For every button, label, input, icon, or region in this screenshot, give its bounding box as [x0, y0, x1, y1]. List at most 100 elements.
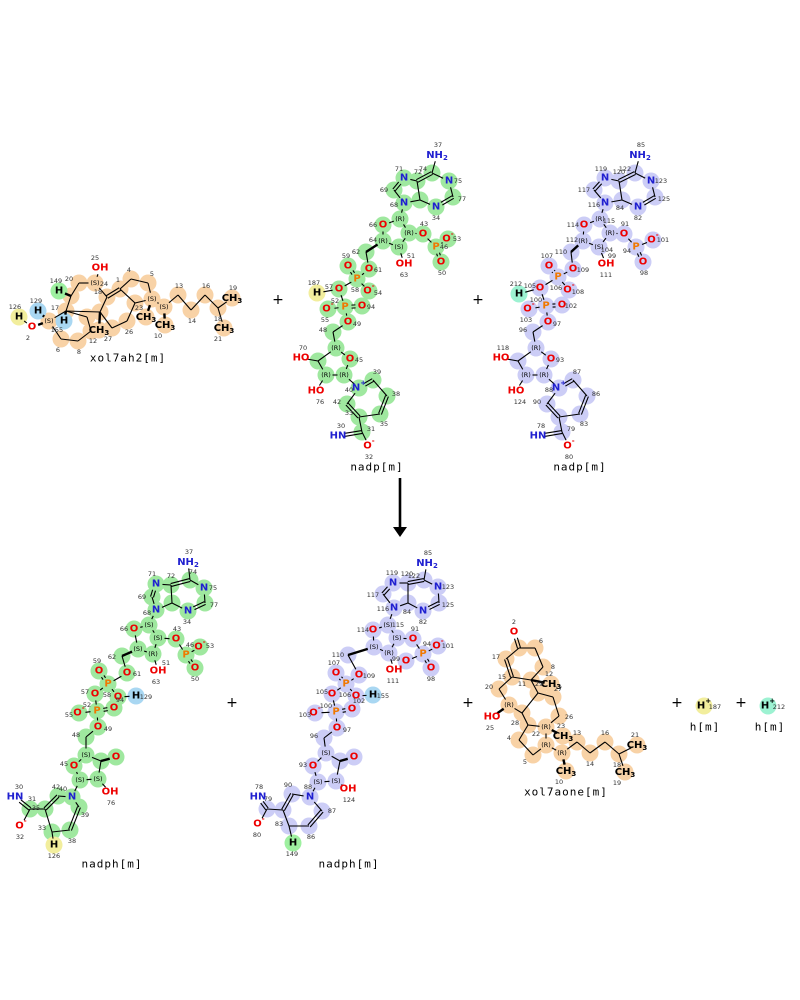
bond	[442, 197, 455, 206]
bond	[43, 794, 58, 809]
atom-map-number: 106	[339, 691, 351, 699]
atom-map-number: 123	[655, 177, 667, 185]
bond	[260, 802, 267, 811]
bond	[191, 649, 195, 653]
atom-map-number: 126	[48, 852, 60, 860]
atom-label: O	[620, 229, 629, 240]
bond	[151, 615, 154, 620]
atom-highlight	[129, 640, 147, 658]
atom-highlight	[327, 339, 345, 357]
atom-map-number: 68	[143, 609, 151, 617]
bond	[540, 351, 547, 356]
bond	[546, 364, 549, 370]
bond	[140, 626, 143, 628]
bond	[266, 808, 284, 811]
bond	[147, 282, 151, 293]
bond	[611, 199, 623, 203]
atom-highlight	[560, 281, 578, 299]
atom-map-number: 16	[202, 282, 210, 290]
atom-map-number: 102	[353, 697, 365, 705]
plus-sign: +	[472, 292, 484, 308]
atom-map-number: 53	[453, 235, 461, 243]
bond	[496, 707, 505, 715]
atom-label: O	[114, 692, 123, 703]
atom-highlight	[615, 225, 633, 243]
bond	[121, 650, 133, 658]
atom-map-number: 84	[403, 608, 411, 616]
atom-highlight	[336, 298, 354, 316]
atom-map-number: 4	[127, 266, 131, 274]
atom-label: (R)	[384, 649, 394, 657]
atom-map-number: 29	[535, 680, 543, 688]
bond	[423, 569, 427, 581]
atom-highlight	[400, 224, 418, 242]
atom-label: P	[341, 302, 348, 313]
atom-map-number: 45	[355, 356, 363, 364]
atom-label: H	[515, 289, 523, 300]
bond	[288, 825, 293, 837]
atom-label: O-	[363, 437, 375, 452]
atom-label: CH3	[222, 293, 243, 306]
bond	[498, 676, 513, 690]
bond	[618, 753, 624, 767]
bond	[507, 358, 519, 362]
atom-map-number: 62	[352, 248, 360, 256]
atom-map-number: 6	[539, 637, 543, 645]
atom-map-number: 53	[206, 642, 214, 650]
bond	[600, 252, 605, 259]
atom-map-number: 187	[308, 279, 320, 287]
bond	[589, 220, 595, 224]
bond	[399, 602, 409, 607]
atom-label: O	[419, 229, 428, 240]
bond	[190, 294, 206, 311]
atom-label: (R)	[378, 237, 388, 245]
bond	[193, 601, 205, 608]
bond	[332, 331, 336, 342]
atom-highlight	[99, 675, 117, 693]
atom-label: (R)	[521, 371, 531, 379]
molecule-caption: h[m]	[690, 721, 721, 734]
bond	[619, 173, 636, 183]
bond	[44, 808, 53, 833]
atom-highlight	[360, 282, 378, 300]
atom-map-number: 27	[554, 685, 562, 693]
atom-highlight	[590, 238, 608, 256]
bond	[70, 807, 81, 831]
bond	[332, 700, 336, 706]
atom-label: P	[182, 650, 189, 661]
bond	[380, 396, 389, 415]
atom-highlight	[360, 260, 378, 278]
bond	[532, 325, 543, 333]
bond	[518, 739, 534, 756]
atom-map-number: 122	[619, 165, 631, 173]
atom-map-number: 64	[369, 236, 377, 244]
bond	[314, 772, 317, 776]
bond	[336, 687, 342, 691]
atom-label: N	[306, 792, 314, 803]
bond	[361, 283, 365, 287]
atom-map-number: 103	[520, 316, 532, 324]
bond	[152, 630, 155, 633]
bond	[119, 288, 136, 304]
atom-label: P	[419, 649, 426, 660]
reaction-arrow-head	[393, 527, 407, 537]
bond	[401, 209, 403, 213]
bond	[347, 654, 357, 670]
atom-label: OH	[340, 784, 357, 795]
bond	[639, 252, 643, 256]
bond	[427, 658, 430, 662]
atom-highlight	[308, 284, 326, 302]
bond	[152, 590, 157, 598]
atom-label: O-	[322, 300, 334, 315]
atom-label: O	[70, 761, 79, 772]
atom-map-number: 112	[566, 236, 578, 244]
atom-map-number: 33	[345, 409, 353, 417]
bond	[86, 316, 92, 332]
atom-label: (S)	[159, 303, 168, 311]
atom-label: (S)	[369, 643, 378, 651]
atom-map-number: 43	[420, 220, 428, 228]
atom-label: O	[191, 663, 200, 674]
bond	[77, 330, 92, 342]
